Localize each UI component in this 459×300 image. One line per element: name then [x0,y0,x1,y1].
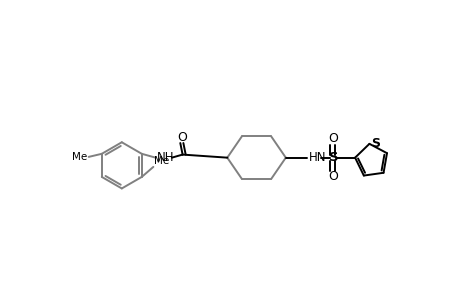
Text: O: O [328,132,338,145]
Text: O: O [177,131,186,144]
Text: O: O [328,170,338,183]
Text: S: S [328,151,338,164]
Text: S: S [370,137,379,150]
Text: HN: HN [308,151,326,164]
Text: Me: Me [154,156,169,166]
Text: Me: Me [72,152,87,162]
Text: NH: NH [156,151,174,164]
